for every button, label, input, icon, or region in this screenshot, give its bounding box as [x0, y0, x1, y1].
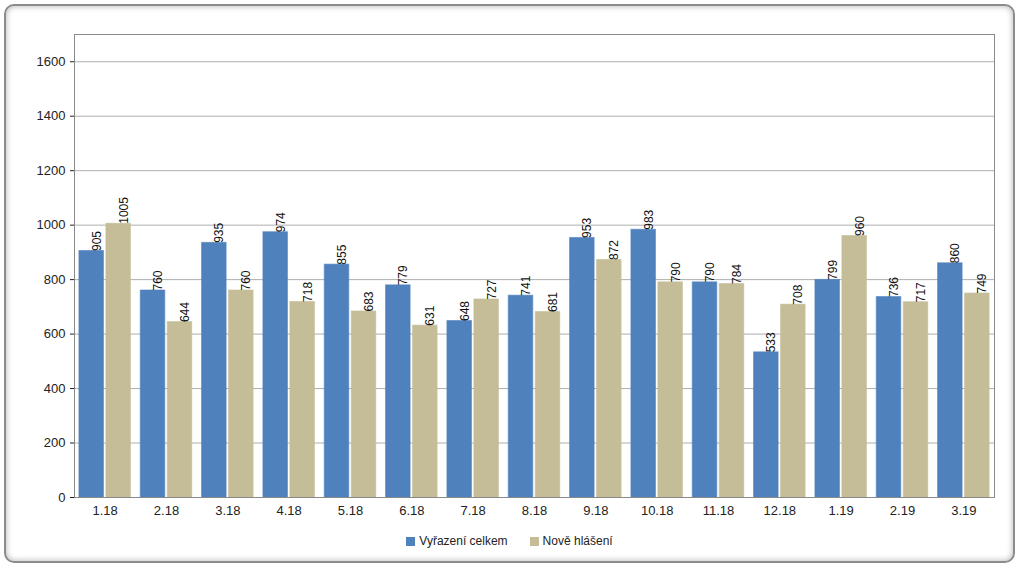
svg-text:683: 683 — [362, 291, 376, 311]
svg-text:953: 953 — [580, 218, 594, 238]
svg-text:200: 200 — [44, 435, 66, 450]
svg-text:1.18: 1.18 — [93, 503, 118, 518]
svg-text:648: 648 — [458, 301, 472, 321]
svg-text:779: 779 — [396, 265, 410, 285]
svg-text:9.18: 9.18 — [583, 503, 608, 518]
svg-text:1005: 1005 — [117, 197, 131, 224]
svg-text:799: 799 — [826, 260, 840, 280]
svg-text:1200: 1200 — [37, 163, 66, 178]
svg-text:2.18: 2.18 — [154, 503, 179, 518]
svg-text:631: 631 — [423, 305, 437, 325]
svg-text:760: 760 — [151, 270, 165, 290]
svg-text:935: 935 — [212, 223, 226, 243]
svg-text:1400: 1400 — [37, 108, 66, 123]
svg-text:1600: 1600 — [37, 54, 66, 69]
svg-text:8.18: 8.18 — [522, 503, 547, 518]
svg-text:3.18: 3.18 — [215, 503, 240, 518]
svg-text:2.19: 2.19 — [890, 503, 915, 518]
svg-text:533: 533 — [764, 332, 778, 352]
svg-text:749: 749 — [975, 273, 989, 293]
svg-text:400: 400 — [44, 381, 66, 396]
svg-text:741: 741 — [519, 275, 533, 295]
svg-text:736: 736 — [887, 277, 901, 297]
svg-text:960: 960 — [853, 216, 867, 236]
html-text:Vyřazení celkem: Vyřazení celkem — [419, 534, 508, 548]
svg-text:5.18: 5.18 — [338, 503, 363, 518]
svg-text:905: 905 — [90, 231, 104, 251]
svg-text:790: 790 — [669, 262, 683, 282]
svg-text:6.18: 6.18 — [399, 503, 424, 518]
svg-text:860: 860 — [948, 243, 962, 263]
svg-text:974: 974 — [274, 212, 288, 232]
svg-text:760: 760 — [239, 270, 253, 290]
svg-text:800: 800 — [44, 272, 66, 287]
svg-text:1.19: 1.19 — [829, 503, 854, 518]
svg-text:3.19: 3.19 — [951, 503, 976, 518]
svg-text:4.18: 4.18 — [277, 503, 302, 518]
svg-text:872: 872 — [607, 240, 621, 260]
svg-text:708: 708 — [791, 284, 805, 304]
svg-text:790: 790 — [703, 262, 717, 282]
svg-text:855: 855 — [335, 244, 349, 264]
svg-text:600: 600 — [44, 326, 66, 341]
svg-text:644: 644 — [178, 302, 192, 322]
svg-text:7.18: 7.18 — [461, 503, 486, 518]
svg-text:718: 718 — [301, 282, 315, 302]
svg-text:10.18: 10.18 — [641, 503, 674, 518]
svg-text:681: 681 — [546, 292, 560, 312]
svg-text:784: 784 — [730, 264, 744, 284]
svg-text:12.18: 12.18 — [764, 503, 797, 518]
svg-text:727: 727 — [485, 279, 499, 299]
html-text:Nově hlášení: Nově hlášení — [542, 534, 613, 548]
svg-text:1000: 1000 — [37, 217, 66, 232]
svg-text:983: 983 — [642, 209, 656, 229]
svg-text:11.18: 11.18 — [703, 503, 735, 518]
svg-text:0: 0 — [58, 490, 65, 505]
svg-text:717: 717 — [914, 282, 928, 302]
